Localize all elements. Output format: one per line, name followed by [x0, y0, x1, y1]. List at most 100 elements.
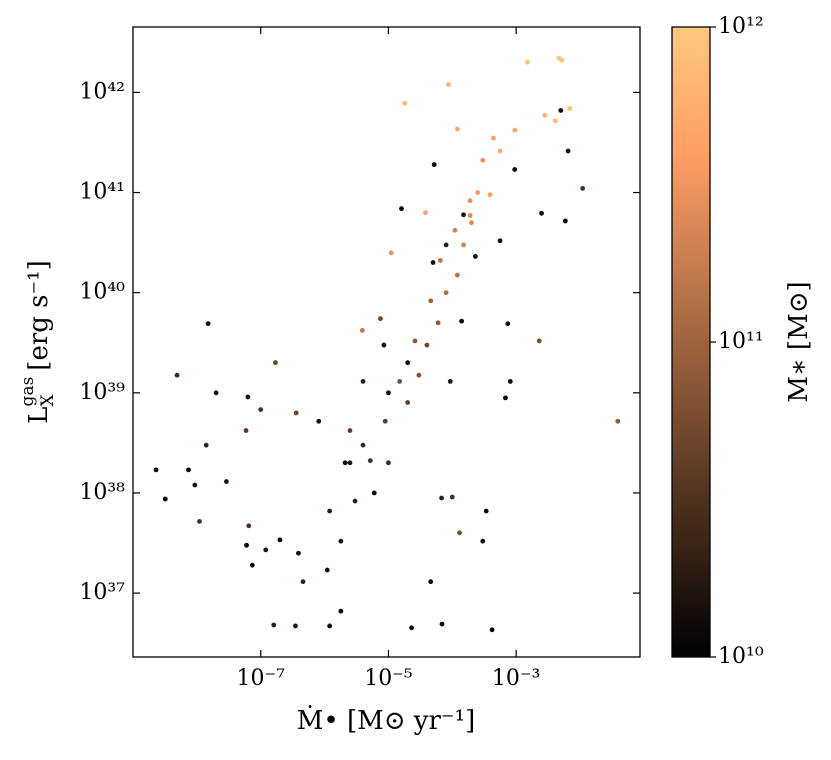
- y-label-sup: gas: [18, 377, 38, 407]
- point: [443, 242, 449, 248]
- point: [469, 220, 474, 226]
- y-label-main: L: [24, 407, 54, 424]
- y-tick-label: 10³⁷: [79, 580, 125, 605]
- point: [449, 494, 455, 500]
- point: [258, 407, 264, 412]
- point: [497, 148, 503, 154]
- y-axis-label: LXgas [erg s⁻¹]: [18, 260, 58, 424]
- point: [503, 395, 508, 401]
- point: [371, 490, 377, 496]
- plot-frame: [132, 26, 641, 658]
- point: [397, 379, 403, 384]
- point: [153, 467, 159, 473]
- point: [399, 206, 404, 212]
- point: [439, 621, 445, 627]
- point: [480, 538, 486, 544]
- point: [437, 258, 443, 263]
- point: [405, 360, 411, 366]
- y-label-unit: [erg s⁻¹]: [24, 260, 54, 371]
- point: [452, 227, 458, 233]
- point: [316, 418, 322, 424]
- point: [497, 238, 503, 244]
- point: [402, 100, 408, 106]
- point: [512, 167, 518, 172]
- point: [454, 272, 460, 278]
- point: [416, 372, 422, 378]
- point: [192, 482, 198, 488]
- point: [428, 298, 434, 304]
- point: [459, 318, 465, 324]
- x-axis-label: Ṁ• [M⊙ yr⁻¹]: [297, 705, 475, 736]
- point: [435, 320, 441, 326]
- point: [249, 562, 255, 568]
- point: [405, 400, 411, 405]
- point: [273, 360, 278, 366]
- point: [480, 157, 486, 163]
- point: [293, 623, 298, 629]
- point: [386, 390, 391, 396]
- point: [296, 550, 301, 556]
- point: [487, 192, 493, 198]
- point: [243, 428, 249, 433]
- point: [524, 59, 530, 65]
- point: [446, 82, 451, 87]
- point: [360, 442, 366, 448]
- colorbar-tick-label: 10¹¹: [718, 329, 764, 354]
- point: [512, 127, 518, 133]
- y-tick-label: 10³⁸: [79, 480, 125, 505]
- point: [246, 523, 252, 529]
- colorbar-tick-label: 10¹⁰: [718, 644, 764, 669]
- point: [386, 460, 391, 466]
- point: [552, 118, 558, 124]
- point: [300, 579, 306, 585]
- point: [536, 338, 542, 344]
- point: [475, 190, 481, 195]
- point: [327, 623, 333, 629]
- point: [409, 625, 414, 631]
- point: [467, 198, 473, 204]
- colorbar-label: M∗ [M⊙]: [784, 281, 814, 402]
- point: [359, 328, 365, 333]
- point: [352, 498, 358, 504]
- point: [467, 213, 473, 218]
- colorbar-tick-label: 10¹²: [718, 14, 764, 39]
- y-tick-label: 10⁴⁰: [79, 280, 125, 305]
- point: [327, 508, 333, 514]
- point: [277, 537, 283, 543]
- point: [542, 112, 548, 118]
- point: [558, 108, 564, 113]
- point: [489, 627, 495, 633]
- point: [490, 135, 496, 141]
- point: [174, 372, 180, 378]
- point: [186, 467, 191, 473]
- point: [382, 418, 388, 424]
- point: [483, 508, 489, 514]
- point: [213, 390, 219, 396]
- point: [360, 379, 366, 384]
- point: [367, 458, 373, 464]
- point: [412, 338, 418, 344]
- point: [457, 530, 462, 536]
- point: [472, 254, 478, 259]
- point: [378, 316, 383, 322]
- point: [507, 379, 513, 384]
- point: [347, 460, 353, 466]
- y-tick-label: 10³⁹: [79, 380, 125, 405]
- point: [454, 126, 460, 132]
- x-tick-label: 10⁻³: [492, 666, 540, 691]
- colorbar: [671, 26, 711, 658]
- point: [461, 242, 466, 248]
- point: [338, 608, 344, 614]
- point: [424, 342, 430, 348]
- point: [162, 496, 168, 502]
- point: [197, 518, 202, 524]
- point: [342, 460, 348, 466]
- point: [244, 542, 249, 548]
- y-tick-label: 10⁴¹: [79, 180, 125, 205]
- point: [347, 428, 353, 433]
- point: [505, 321, 511, 327]
- point: [539, 210, 544, 216]
- x-tick-label: 10⁻⁷: [236, 666, 285, 691]
- point: [388, 250, 394, 256]
